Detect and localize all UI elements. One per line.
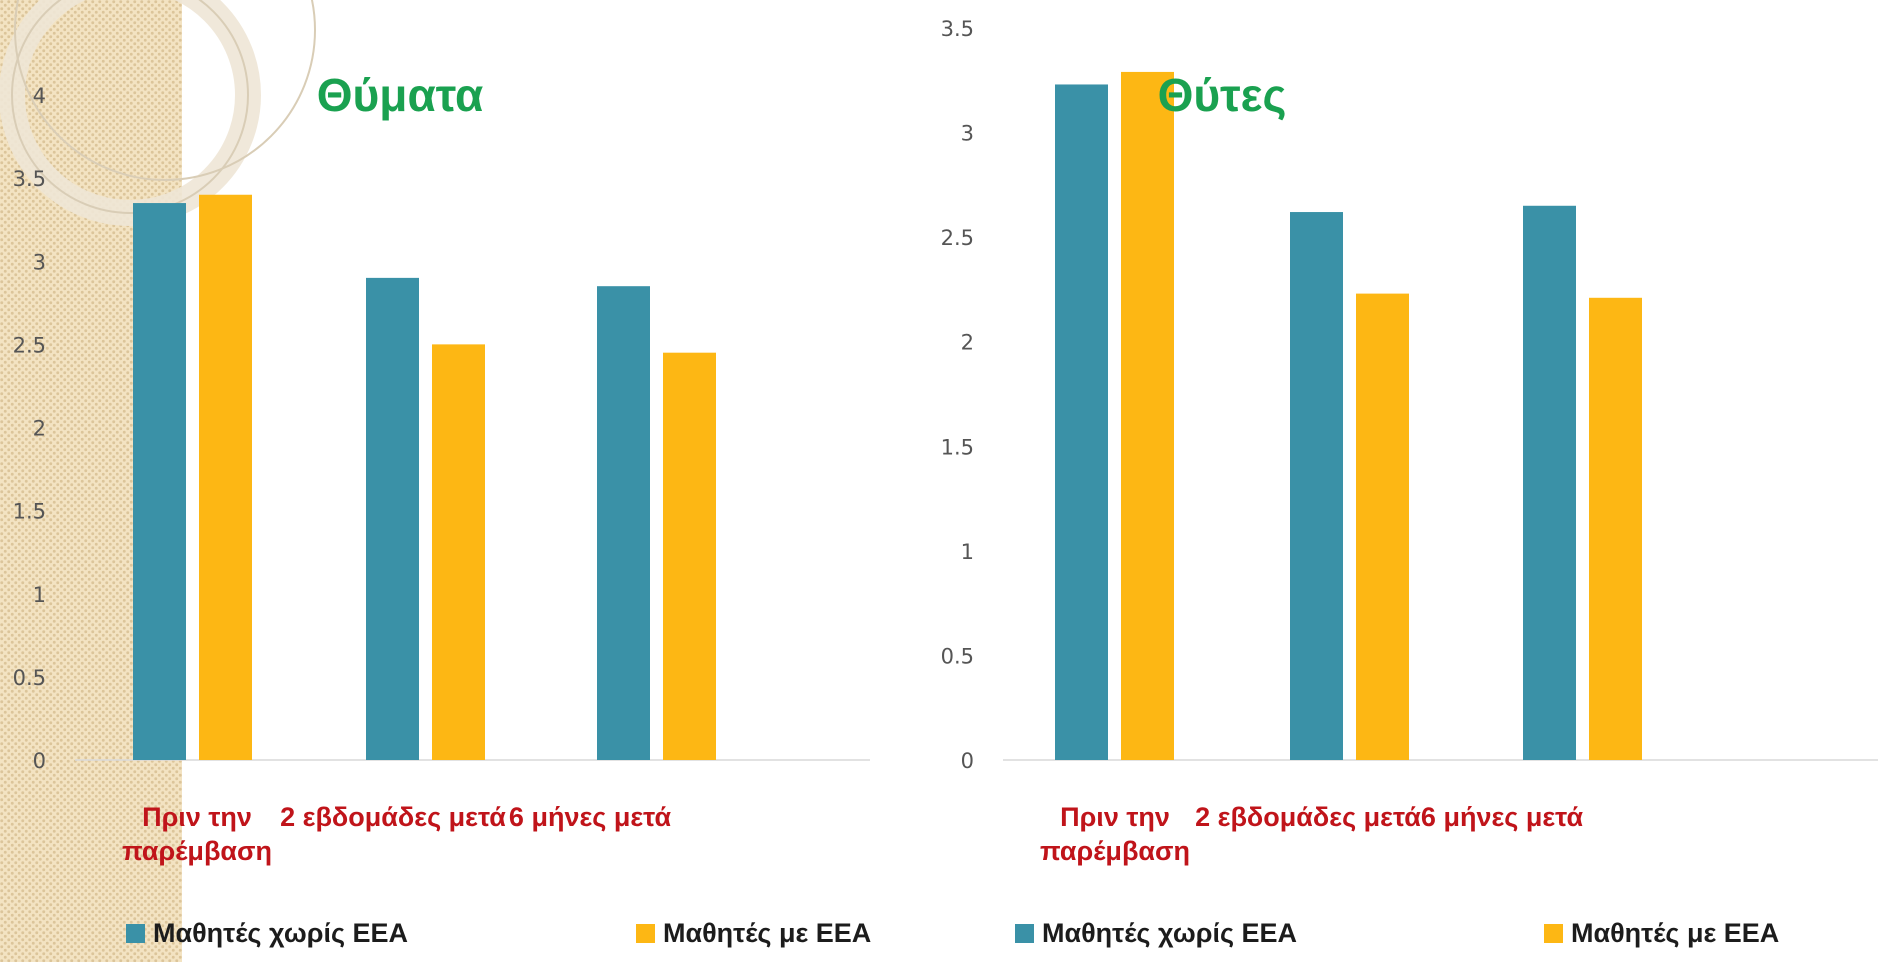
category-label: 6 μήνες μετά: [508, 802, 672, 832]
y-tick-label: 2: [33, 417, 46, 441]
chart-title: Θύματα: [316, 69, 484, 121]
y-tick-label: 0: [33, 749, 46, 773]
y-tick-label: 1.5: [941, 435, 974, 459]
legend-item: Μαθητές με ΕΕΑ: [636, 918, 871, 949]
y-tick-label: 0.5: [13, 666, 46, 690]
bar: [663, 352, 716, 760]
y-tick-label: 2: [961, 331, 974, 355]
y-tick-label: 0.5: [941, 644, 974, 668]
bar: [1356, 293, 1409, 760]
background-rings: [0, 0, 316, 226]
legend-item: Μαθητές χωρίς ΕΕΑ: [126, 918, 408, 949]
y-tick-label: 4: [33, 84, 46, 108]
legend-label: Μαθητές με ΕΕΑ: [1571, 918, 1780, 948]
bar: [1055, 84, 1108, 761]
legend-label: Μαθητές χωρίς ΕΕΑ: [1042, 918, 1297, 948]
legend-swatch: [1544, 924, 1563, 943]
chart-victims: 0 0.5 1 1.5 2 2.5 3 3.5 4 Θύματα Πριν την παρέμβ…: [13, 69, 872, 949]
y-tick-label: 1: [33, 583, 46, 607]
legend-swatch: [126, 924, 145, 943]
bar: [199, 194, 252, 760]
legend-swatch: [1015, 924, 1034, 943]
category-label: Πριν την παρέμβαση: [122, 802, 272, 866]
bar: [597, 286, 650, 760]
bar: [432, 344, 485, 760]
bar: [1523, 205, 1576, 760]
chart-perpetrators: 0 0.5 1 1.5 2 2.5 3 3.5 Θύτες Πριν την παρέμβασ…: [940, 0, 1878, 962]
chart-title: Θύτες: [1157, 69, 1287, 121]
y-tick-label: 3: [961, 122, 974, 146]
bar: [1121, 71, 1174, 761]
bar: [1290, 212, 1343, 760]
y-tick-label: 0: [961, 749, 974, 773]
bar: [366, 277, 419, 760]
legend-item: Μαθητές χωρίς ΕΕΑ: [1015, 918, 1297, 949]
category-label: 2 εβδομάδες μετά: [280, 802, 506, 832]
legend-item: Μαθητές με ΕΕΑ: [1544, 918, 1779, 949]
category-label: Πριν την παρέμβαση: [1040, 802, 1190, 866]
y-tick-label: 3.5: [941, 17, 974, 41]
y-tick-label: 2.5: [13, 333, 46, 357]
y-tick-label: 3: [33, 250, 46, 274]
perpetrators-plot: 0 0.5 1 1.5 2 2.5 3 3.5: [941, 17, 1878, 773]
category-label: 6 μήνες μετά: [1420, 802, 1584, 832]
legend-label: Μαθητές με ΕΕΑ: [663, 918, 872, 948]
bar: [133, 203, 186, 760]
legend-label: Μαθητές χωρίς ΕΕΑ: [153, 918, 408, 948]
legend-swatch: [636, 924, 655, 943]
y-tick-label: 2.5: [941, 226, 974, 250]
y-tick-label: 3.5: [13, 167, 46, 191]
y-tick-label: 1: [961, 540, 974, 564]
victims-plot: 0 0.5 1 1.5 2 2.5 3 3.5 4: [13, 84, 870, 773]
bar: [1589, 297, 1642, 760]
category-label: 2 εβδομάδες μετά: [1195, 802, 1421, 832]
y-tick-label: 1.5: [13, 500, 46, 524]
